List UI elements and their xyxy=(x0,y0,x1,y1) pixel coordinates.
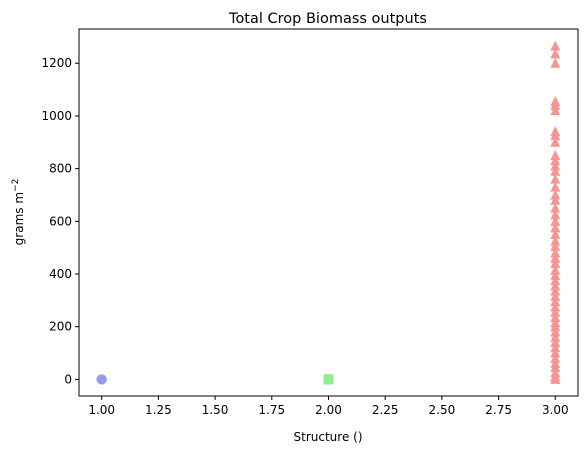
y-axis-label: grams m−2 xyxy=(11,179,26,246)
triangle-marker xyxy=(550,252,561,263)
x-axis-label: Structure () xyxy=(294,430,363,444)
chart-title: Total Crop Biomass outputs xyxy=(228,11,427,27)
square-marker xyxy=(323,374,334,385)
triangle-marker xyxy=(550,209,561,220)
circle-marker xyxy=(96,374,107,385)
triangle-marker xyxy=(550,240,561,251)
triangle-marker xyxy=(550,215,561,226)
y-tick-label: 400 xyxy=(49,267,72,281)
x-tick-label: 1.25 xyxy=(145,403,172,417)
triangle-marker xyxy=(550,264,561,275)
y-tick-label: 800 xyxy=(49,162,72,176)
triangle-marker xyxy=(550,280,561,291)
triangle-marker xyxy=(550,165,561,176)
triangle-marker xyxy=(550,337,561,348)
triangle-marker xyxy=(550,311,561,322)
triangle-marker xyxy=(550,331,561,342)
y-axis-label-main: grams m xyxy=(12,192,26,245)
x-tick-label: 1.50 xyxy=(202,403,229,417)
y-tick-label: 600 xyxy=(49,214,72,228)
triangle-marker xyxy=(550,326,561,337)
triangle-marker xyxy=(550,95,561,106)
triangle-marker xyxy=(550,202,561,213)
triangle-marker xyxy=(550,358,561,369)
triangle-marker xyxy=(550,296,561,307)
triangle-marker xyxy=(550,173,561,184)
x-tick-label: 3.00 xyxy=(542,403,569,417)
triangle-marker xyxy=(550,367,561,378)
triangle-marker xyxy=(550,105,561,116)
x-axis: 1.00 1.25 1.50 1.75 2.00 2.25 2.50 2.75 3.00 xyxy=(88,396,569,417)
triangle-marker xyxy=(550,48,561,59)
triangle-marker xyxy=(550,155,561,166)
triangle-marker xyxy=(550,257,561,268)
triangle-marker xyxy=(550,275,561,286)
triangle-marker xyxy=(550,149,561,160)
y-tick-label: 1000 xyxy=(41,109,72,123)
triangle-marker xyxy=(550,40,561,51)
y-axis-label-exponent: −2 xyxy=(11,179,21,192)
triangle-marker xyxy=(550,269,561,280)
triangle-marker xyxy=(550,290,561,301)
triangle-marker xyxy=(550,136,561,147)
x-tick-label: 2.00 xyxy=(315,403,342,417)
y-tick-label: 0 xyxy=(64,372,72,386)
x-tick-label: 1.00 xyxy=(88,403,115,417)
triangle-marker xyxy=(550,57,561,68)
triangle-marker xyxy=(550,347,561,358)
triangle-marker xyxy=(550,247,561,258)
triangle-marker xyxy=(550,306,561,317)
triangle-marker xyxy=(550,285,561,296)
triangle-marker xyxy=(550,189,561,200)
triangle-marker xyxy=(550,194,561,205)
x-tick-label: 1.75 xyxy=(258,403,285,417)
triangle-marker xyxy=(550,160,561,171)
triangle-marker xyxy=(550,317,561,328)
y-tick-label: 1200 xyxy=(41,56,72,70)
triangle-marker xyxy=(550,342,561,353)
triangle-marker xyxy=(550,222,561,233)
x-tick-label: 2.25 xyxy=(372,403,399,417)
y-axis: 0 200 400 600 800 1000 1200 xyxy=(41,56,79,386)
y-tick-label: 200 xyxy=(49,320,72,334)
plot-area-frame xyxy=(78,28,579,397)
triangle-marker xyxy=(550,228,561,239)
triangle-marker xyxy=(550,126,561,137)
triangle-marker xyxy=(550,181,561,192)
triangle-marker xyxy=(550,352,561,363)
x-tick-label: 2.50 xyxy=(429,403,456,417)
triangle-marker xyxy=(550,301,561,312)
data-markers xyxy=(96,40,561,385)
x-tick-label: 2.75 xyxy=(485,403,512,417)
triangle-marker xyxy=(550,235,561,246)
